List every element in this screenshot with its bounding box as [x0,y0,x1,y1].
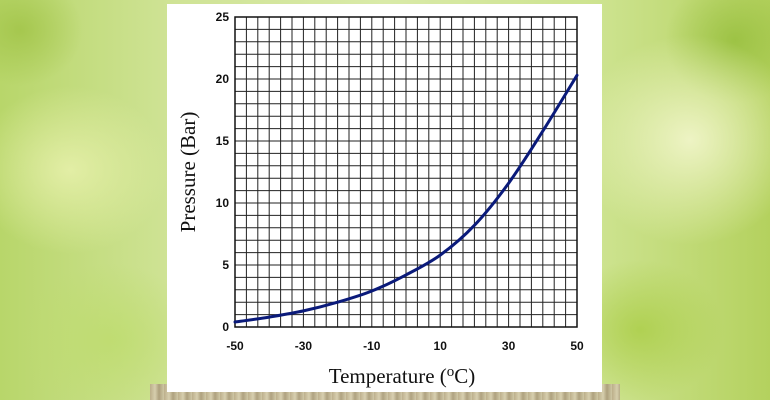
y-axis-title: Pressure (Bar) [176,112,200,233]
chart-card: 0 5 10 15 20 25 -50 -30 -10 10 30 50 Pre… [167,4,602,392]
y-tick-label: 0 [222,320,229,334]
x-tick-label: -30 [295,339,313,353]
x-tick-label: 30 [502,339,516,353]
x-axis-title-unit-superscript: o [447,364,455,380]
x-axis-title-unit: C [454,364,468,388]
y-tick-label: 15 [216,134,230,148]
y-tick-label: 5 [222,258,229,272]
x-tick-label: 50 [570,339,584,353]
y-tick-labels: 0 5 10 15 20 25 [216,10,230,334]
x-tick-label: -50 [226,339,244,353]
x-tick-label: -10 [363,339,381,353]
x-tick-labels: -50 -30 -10 10 30 50 [226,339,584,353]
grid [235,17,577,327]
plot-frame [234,16,578,328]
pressure-temperature-chart: 0 5 10 15 20 25 -50 -30 -10 10 30 50 Pre… [176,10,584,388]
x-axis-title: Temperature (oC) [329,364,476,388]
series-line [233,73,579,324]
x-axis-title-text: Temperature ( [329,364,447,388]
y-tick-label: 25 [216,10,230,24]
y-tick-label: 20 [216,72,230,86]
y-tick-label: 10 [216,196,230,210]
x-tick-label: 10 [434,339,448,353]
x-axis-title-close: ) [468,364,475,388]
